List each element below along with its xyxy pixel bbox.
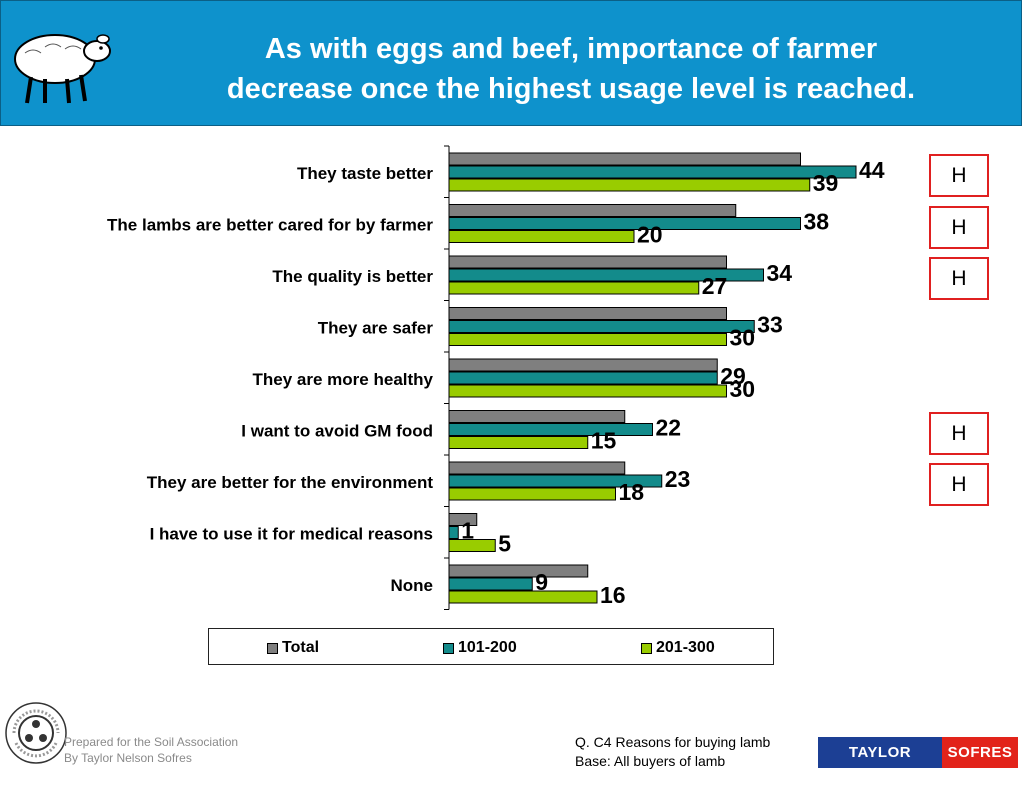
bar-201-300-they-are-better-for-the-environment — [448, 487, 616, 501]
data-label-201-300-they-are-more-healthy: 30 — [730, 376, 756, 402]
bar-101-200-i-have-to-use-it-for-medical-reasons — [448, 526, 459, 539]
bar-201-300-the-lambs-are-better-cared-for-by-farmer — [448, 230, 635, 243]
prepared-line-2: By Taylor Nelson Sofres — [64, 751, 192, 765]
highlight-box-h: H — [929, 463, 989, 506]
bar-101-200-they-taste-better — [448, 165, 857, 179]
legend-label-total: Total — [282, 639, 320, 656]
category-label-i-want-to-avoid-gm-food: I want to avoid GM food — [241, 422, 433, 441]
title-line-1: As with eggs and beef, importance of far… — [264, 33, 878, 65]
data-label-201-300-the-lambs-are-better-cared-for-by-farmer: 20 — [637, 222, 663, 248]
data-label-201-300-the-quality-is-better: 27 — [702, 273, 728, 299]
bar-total-they-are-more-healthy — [448, 358, 718, 372]
soil-association-seal-icon — [5, 702, 67, 764]
legend-label-101-200: 101-200 — [458, 639, 517, 656]
data-label-101-200-they-are-safer: 33 — [757, 312, 783, 338]
data-label-101-200-they-taste-better: 44 — [859, 157, 885, 183]
bar-total-none — [448, 564, 589, 578]
legend-item-201-300: 201-300 — [641, 639, 715, 657]
prepared-for-note: Prepared for the Soil Association By Tay… — [64, 734, 238, 766]
data-label-201-300-they-are-safer: 30 — [730, 325, 756, 351]
category-label-they-are-better-for-the-environment: They are better for the environment — [147, 473, 434, 492]
data-label-201-300-i-want-to-avoid-gm-food: 15 — [591, 428, 617, 454]
bar-201-300-they-are-more-healthy — [448, 384, 727, 398]
highlight-box-h: H — [929, 257, 989, 300]
bar-total-i-want-to-avoid-gm-food — [448, 410, 626, 423]
data-label-101-200-the-quality-is-better: 34 — [767, 260, 793, 286]
legend-swatch-total — [267, 642, 278, 654]
bar-total-they-are-safer — [448, 307, 727, 320]
highlight-box-h: H — [929, 154, 989, 197]
question-text: Q. C4 Reasons for buying lamb — [575, 734, 771, 750]
data-label-201-300-none: 16 — [600, 582, 626, 608]
category-label-none: None — [391, 576, 434, 595]
bar-101-200-they-are-better-for-the-environment — [448, 474, 663, 488]
legend-item-101-200: 101-200 — [443, 639, 517, 657]
bar-chart: They taste better 44 39 The lambs are bette… — [107, 145, 885, 610]
bar-201-300-they-taste-better — [448, 178, 811, 192]
tns-logo-left: TAYLOR NELSON — [818, 737, 942, 792]
bar-201-300-they-are-safer — [448, 333, 727, 346]
bar-total-i-have-to-use-it-for-medical-reasons — [448, 513, 478, 526]
bar-total-they-taste-better — [448, 152, 801, 166]
category-label-they-taste-better: They taste better — [297, 164, 433, 183]
prepared-line-1: Prepared for the Soil Association — [64, 735, 239, 749]
data-label-201-300-i-have-to-use-it-for-medical-reasons: 5 — [498, 531, 511, 557]
data-label-201-300-they-taste-better: 39 — [813, 170, 839, 196]
sheep-icon — [14, 34, 111, 104]
bar-101-200-the-quality-is-better — [448, 268, 764, 282]
bar-201-300-none — [448, 590, 598, 604]
bar-total-they-are-better-for-the-environment — [448, 461, 626, 475]
bar-101-200-none — [448, 577, 533, 591]
category-label-the-lambs-are-better-cared-for-by-farmer: The lambs are better cared for by farmer — [107, 216, 433, 235]
bar-201-300-i-have-to-use-it-for-medical-reasons — [448, 539, 496, 552]
data-label-101-200-i-want-to-avoid-gm-food: 22 — [656, 415, 682, 441]
chart-legend: Total 101-200 201-300 — [208, 628, 774, 665]
bar-101-200-the-lambs-are-better-cared-for-by-farmer — [448, 217, 801, 230]
category-label-they-are-more-healthy: They are more healthy — [253, 370, 434, 389]
bar-101-200-they-are-safer — [448, 320, 755, 333]
category-label-they-are-safer: They are safer — [318, 319, 434, 338]
data-label-201-300-they-are-better-for-the-environment: 18 — [619, 479, 645, 505]
category-label-the-quality-is-better: The quality is better — [272, 267, 433, 286]
bar-total-the-lambs-are-better-cared-for-by-farmer — [448, 204, 737, 217]
question-note: Q. C4 Reasons for buying lamb Base: All … — [575, 733, 770, 771]
title-banner: As with eggs and beef, importance of far… — [0, 0, 1022, 126]
category-label-i-have-to-use-it-for-medical-reasons: I have to use it for medical reasons — [150, 525, 433, 544]
tns-logo: TAYLOR NELSON SOFRES — [818, 737, 1018, 792]
highlight-box-h: H — [929, 411, 989, 455]
legend-swatch-201-300 — [641, 642, 652, 654]
highlight-box-h: H — [929, 205, 989, 249]
bar-201-300-the-quality-is-better — [448, 281, 700, 295]
bar-total-the-quality-is-better — [448, 255, 727, 269]
legend-item-total: Total — [267, 639, 319, 657]
base-text: Base: All buyers of lamb — [575, 753, 726, 769]
data-label-101-200-they-are-better-for-the-environment: 23 — [665, 466, 691, 492]
data-label-101-200-the-lambs-are-better-cared-for-by-farmer: 38 — [804, 209, 830, 235]
legend-swatch-101-200 — [443, 642, 454, 654]
chart-title: As with eggs and beef, importance of far… — [131, 29, 1011, 109]
bar-201-300-i-want-to-avoid-gm-food — [448, 436, 589, 449]
data-label-101-200-i-have-to-use-it-for-medical-reasons: 1 — [461, 518, 474, 544]
bar-101-200-they-are-more-healthy — [448, 371, 718, 385]
title-line-2: decrease once the highest usage level is… — [226, 73, 916, 105]
tns-logo-right: SOFRES — [942, 737, 1018, 768]
legend-label-201-300: 201-300 — [656, 639, 715, 656]
bar-101-200-i-want-to-avoid-gm-food — [448, 423, 653, 436]
data-label-101-200-none: 9 — [535, 569, 548, 595]
